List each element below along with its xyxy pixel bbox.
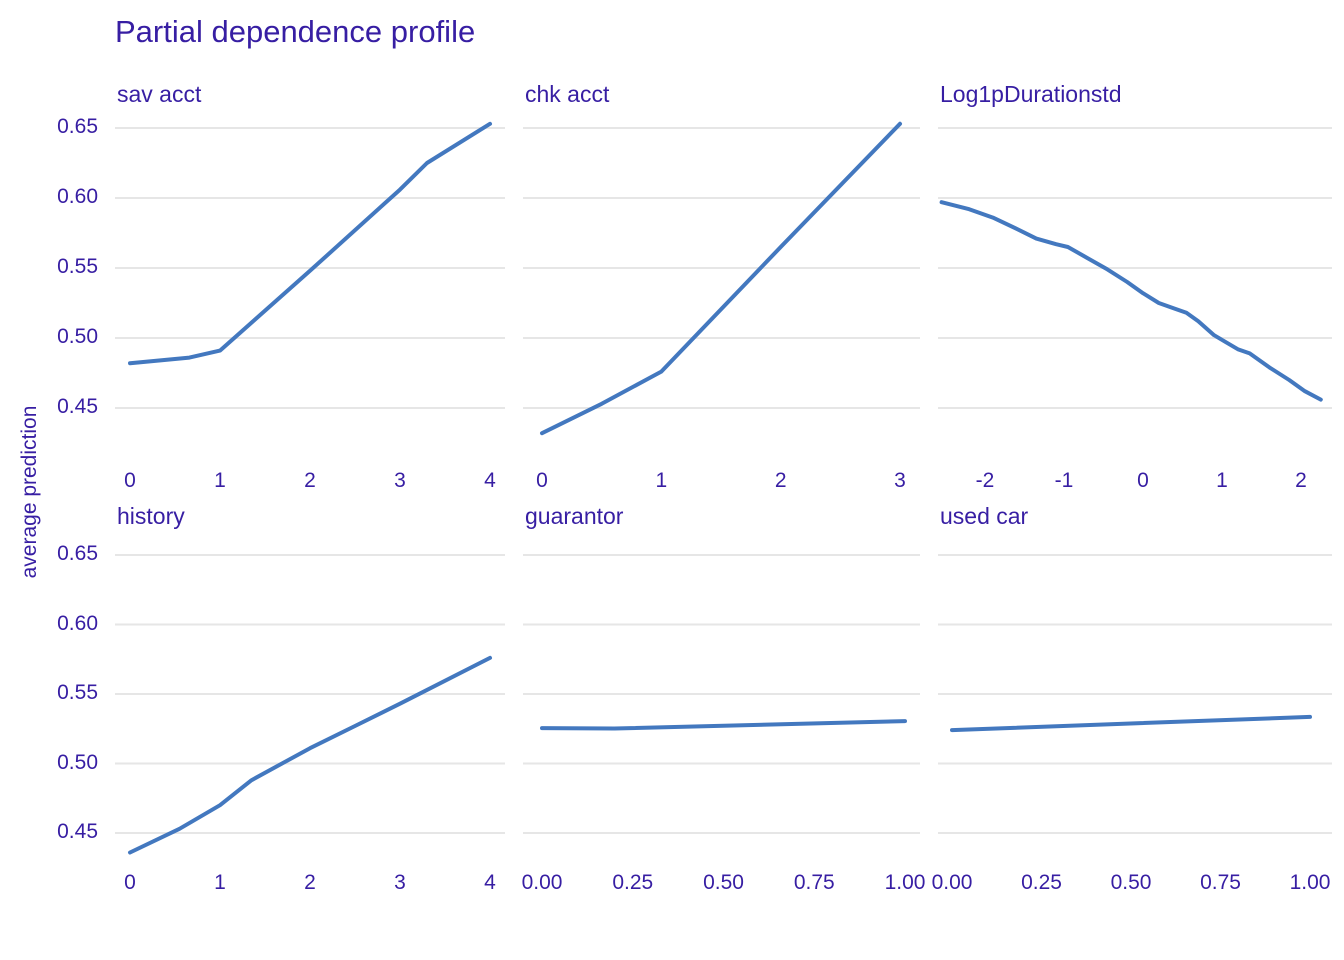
x-tick-label: 0.25	[1021, 871, 1062, 894]
y-tick-label: 0.55	[57, 681, 98, 704]
x-tick-label: 0.75	[793, 871, 835, 894]
x-tick-label: 2	[304, 871, 316, 894]
x-tick-label: 1.00	[884, 871, 926, 894]
plot-area-chk-acct	[523, 121, 920, 436]
plot-area-guarantor	[523, 554, 920, 834]
pdp-line	[540, 121, 902, 436]
x-tick-label: 1	[214, 871, 226, 894]
chart-title: Partial dependence profile	[115, 14, 476, 49]
y-tick-label: 0.50	[57, 325, 98, 348]
facet-label-sav-acct: sav acct	[117, 81, 202, 107]
x-tick-label: 0	[124, 469, 136, 492]
pdp-line	[540, 719, 907, 731]
plot-area-sav-acct	[115, 121, 505, 409]
y-axis-ticks-row2: 0.65 0.60 0.55 0.50 0.45	[0, 0, 110, 960]
y-tick-label: 0.45	[57, 820, 98, 843]
x-tick-label: 0.75	[1200, 871, 1241, 894]
x-tick-label: 4	[484, 871, 496, 894]
x-tick-label: 4	[484, 469, 496, 492]
x-tick-label: 0	[124, 871, 136, 894]
y-tick-label: 0.50	[57, 750, 98, 774]
y-tick-label: 0.60	[57, 611, 98, 635]
y-tick-label: 0.45	[57, 395, 98, 418]
x-tick-label: 2	[774, 469, 787, 492]
x-tick-label: 1	[1216, 469, 1228, 492]
x-tick-label: 0.50	[703, 871, 744, 894]
pdp-line	[128, 121, 492, 366]
x-tick-label: 0.00	[521, 871, 563, 894]
plot-area-log1pdurationstd	[938, 127, 1332, 409]
x-tick-label: 1	[655, 469, 668, 492]
y-tick-label: 0.60	[57, 185, 98, 208]
x-tick-label: 2	[304, 469, 316, 492]
plot-area-history	[115, 554, 505, 855]
panel-guarantor: guarantor 0.00 0.25 0.50 0.75 1.00	[522, 503, 926, 894]
y-axis-ticks-row1: 0.65 0.60 0.55 0.50 0.45	[0, 0, 110, 960]
facet-label-guarantor: guarantor	[525, 503, 624, 529]
x-axis-ticks-used-car: 0.00 0.25 0.50 0.75 1.00	[932, 862, 1332, 900]
facet-label-chk-acct: chk acct	[525, 81, 610, 107]
x-tick-label: 0.00	[931, 871, 973, 894]
x-axis-ticks-sav-acct: 0 1 2 3 4	[115, 460, 505, 498]
pdp-line	[128, 655, 492, 855]
x-axis-ticks-log1pdurationstd: -2 -1 0 1 2	[938, 460, 1332, 498]
x-axis-ticks-history: 0 1 2 3 4	[115, 862, 505, 900]
x-tick-label: 0.50	[1110, 871, 1152, 894]
x-axis-ticks-guarantor: 0.00 0.25 0.50 0.75 1.00	[521, 862, 926, 900]
facet-label-history: history	[117, 503, 185, 529]
y-tick-label: 0.55	[57, 255, 98, 278]
y-axis-label: average prediction	[18, 405, 41, 579]
x-tick-label: -1	[1054, 469, 1074, 492]
x-tick-label: 0	[536, 469, 548, 492]
plot-area-used-car	[938, 554, 1332, 834]
pdp-line	[950, 714, 1312, 733]
panel-used-car: used car 0.00 0.25 0.50 0.75 1.00	[932, 503, 1332, 894]
panel-chk-acct: chk acct 0 1 2 3	[523, 81, 920, 492]
x-tick-label: 3	[394, 469, 406, 492]
x-tick-label: -2	[975, 469, 995, 492]
panel-log1pdurationstd: Log1pDurationstd -2 -1 0 1 2	[938, 81, 1332, 492]
y-tick-label: 0.65	[57, 115, 98, 138]
panel-history: history 0 1 2 3 4	[115, 503, 505, 894]
panel-sav-acct: sav acct 0 1 2 3 4	[115, 81, 505, 492]
x-tick-label: 3	[894, 469, 906, 492]
x-tick-label: 2	[1295, 469, 1307, 492]
pdp-line	[939, 200, 1323, 402]
x-tick-label: 3	[394, 871, 406, 894]
facet-label-log1pdurationstd: Log1pDurationstd	[940, 81, 1122, 107]
x-axis-ticks-chk-acct: 0 1 2 3	[523, 460, 920, 498]
x-tick-label: 0.25	[612, 871, 654, 894]
facet-label-used-car: used car	[940, 503, 1029, 529]
x-tick-label: 0	[1137, 469, 1149, 492]
x-tick-label: 1.00	[1289, 871, 1331, 894]
x-tick-label: 1	[214, 469, 226, 492]
y-tick-label: 0.65	[57, 542, 98, 565]
